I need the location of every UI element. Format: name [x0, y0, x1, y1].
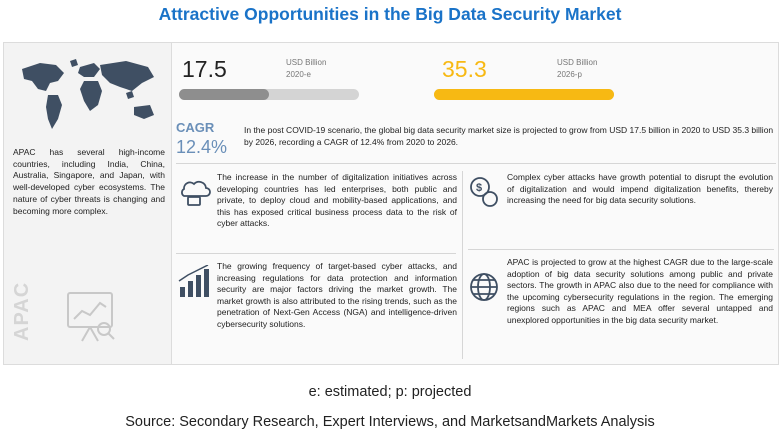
- divider-left-middle: [176, 253, 456, 254]
- metric-2026-year: 2026-p: [557, 70, 582, 79]
- apac-description: APAC has several high-income countries, …: [13, 147, 165, 216]
- metric-2026-bar-fill: [434, 89, 614, 100]
- divider-horizontal: [176, 163, 776, 164]
- footnote: e: estimated; p: projected: [308, 384, 472, 400]
- metric-2020-year: 2020-e: [286, 70, 311, 79]
- cloud-device-icon: [181, 180, 211, 206]
- page-title: Attractive Opportunities in the Big Data…: [158, 4, 622, 24]
- apac-label: APAC: [11, 281, 33, 341]
- cagr-description: In the post COVID-19 scenario, the globa…: [244, 125, 774, 147]
- divider-vertical: [462, 171, 463, 359]
- metric-2020-value: 17.5: [182, 56, 227, 82]
- block-apac-growth-text: APAC is projected to grow at the highest…: [507, 257, 773, 325]
- analytics-board-icon: [67, 292, 115, 342]
- source-citation: Source: Secondary Research, Expert Inter…: [125, 414, 655, 430]
- block-digitalization-text: The increase in the number of digitaliza…: [217, 172, 457, 229]
- cagr-value: 12.4%: [176, 137, 228, 157]
- metric-2026-unit: USD Billion: [557, 58, 598, 67]
- metric-2020-unit: USD Billion: [286, 58, 327, 67]
- svg-text:$: $: [476, 182, 482, 194]
- block-growth-drivers-text: The growing frequency of target-based cy…: [217, 261, 457, 329]
- metric-2020-bar: [179, 89, 359, 100]
- bar-chart-icon: [178, 265, 209, 297]
- globe-icon: [470, 273, 498, 301]
- infographic-panel: APAC has several high-income countries, …: [3, 42, 779, 365]
- block-cyber-attacks-text: Complex cyber attacks have growth potent…: [507, 172, 773, 206]
- cagr-label: CAGR: [176, 120, 215, 135]
- metric-2026-bar: [434, 89, 614, 100]
- metric-2026-value: 35.3: [442, 56, 487, 82]
- apac-column: APAC has several high-income countries, …: [4, 43, 172, 364]
- world-map-icon: [22, 59, 154, 129]
- metric-2020-bar-fill: [179, 89, 269, 100]
- divider-right-middle: [468, 249, 774, 250]
- dollar-gear-icon: $: [470, 177, 498, 207]
